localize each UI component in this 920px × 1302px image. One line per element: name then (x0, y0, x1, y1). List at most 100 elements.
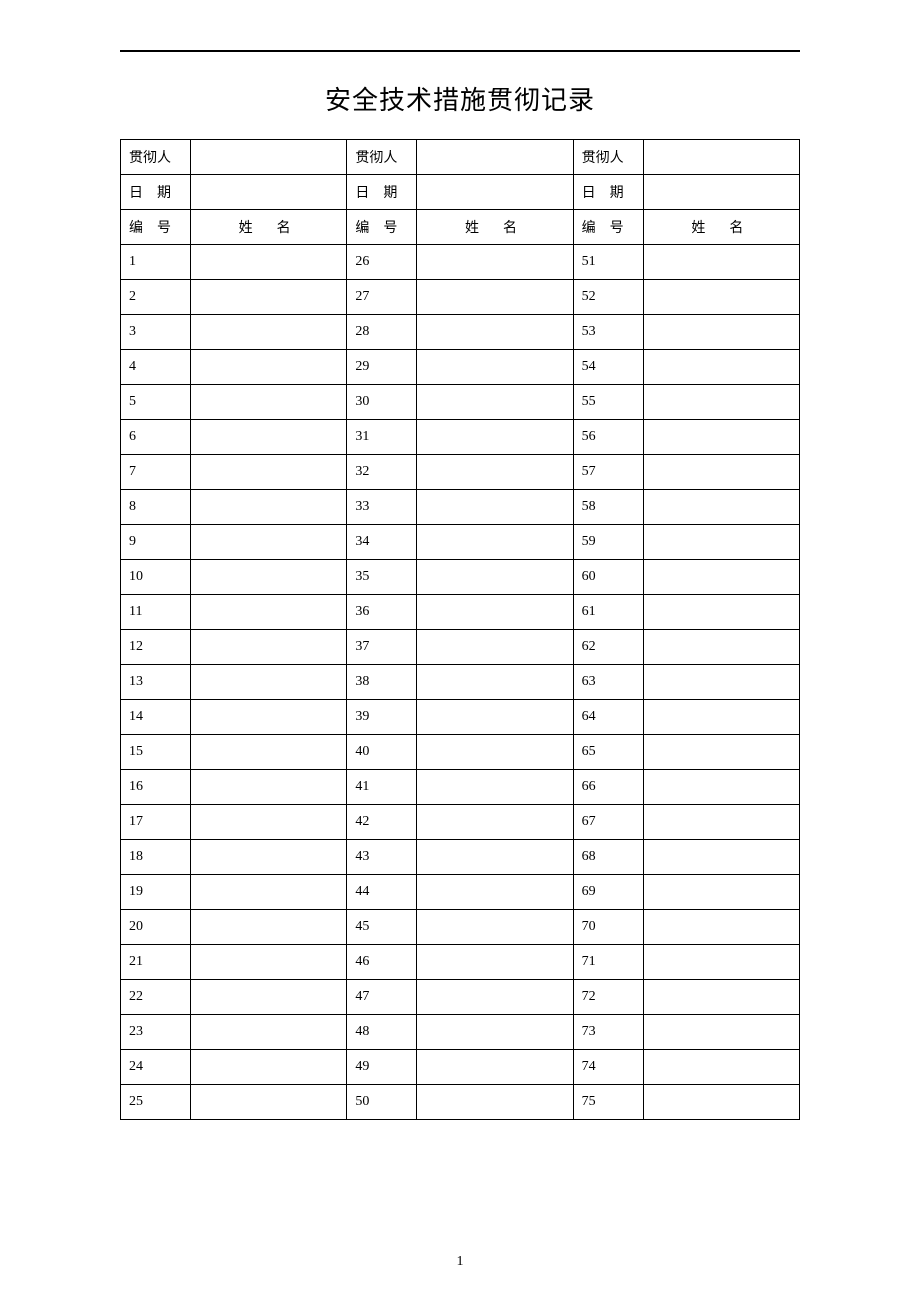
page-number: 1 (0, 1254, 920, 1270)
row-number-cell: 66 (573, 770, 643, 805)
row-number-cell: 1 (121, 245, 191, 280)
row-number-cell: 63 (573, 665, 643, 700)
row-number-cell: 36 (347, 595, 417, 630)
row-number-cell: 50 (347, 1085, 417, 1120)
row-number-cell: 22 (121, 980, 191, 1015)
row-number-cell: 32 (347, 455, 417, 490)
row-name-cell (191, 280, 347, 315)
row-number-cell: 60 (573, 560, 643, 595)
row-name-cell (643, 385, 799, 420)
header-cell-value (191, 175, 347, 210)
row-name-cell (417, 910, 573, 945)
table-row: 224772 (121, 980, 800, 1015)
row-name-cell (417, 630, 573, 665)
table-row: 22752 (121, 280, 800, 315)
row-name-cell (417, 1050, 573, 1085)
row-number-cell: 59 (573, 525, 643, 560)
row-number-cell: 44 (347, 875, 417, 910)
table-row: 184368 (121, 840, 800, 875)
row-name-cell (191, 910, 347, 945)
table-row: 7 32 57 (121, 455, 800, 490)
table-row: 123762 (121, 630, 800, 665)
table-header-row: 日 期日 期日 期 (121, 175, 800, 210)
row-number-cell: 25 (121, 1085, 191, 1120)
row-number-cell: 20 (121, 910, 191, 945)
row-number-cell: 10 (121, 560, 191, 595)
row-number-cell: 57 (573, 455, 643, 490)
table-header-row: 贯彻人贯彻人贯彻人 (121, 140, 800, 175)
header-cell-label: 编 号 (347, 210, 417, 245)
document-page: 安全技术措施贯彻记录 贯彻人贯彻人贯彻人日 期日 期日 期编 号姓名编 号姓名编… (0, 0, 920, 1160)
row-number-cell: 9 (121, 525, 191, 560)
row-name-cell (643, 245, 799, 280)
row-number-cell: 24 (121, 1050, 191, 1085)
row-number-cell: 11 (121, 595, 191, 630)
table-row: 244974 (121, 1050, 800, 1085)
row-name-cell (417, 315, 573, 350)
row-number-cell: 16 (121, 770, 191, 805)
row-number-cell: 14 (121, 700, 191, 735)
row-number-cell: 12 (121, 630, 191, 665)
row-name-cell (191, 840, 347, 875)
table-row: 9 34 59 (121, 525, 800, 560)
table-row: 174267 (121, 805, 800, 840)
row-name-cell (191, 665, 347, 700)
table-row: 53055 (121, 385, 800, 420)
header-cell-value (417, 175, 573, 210)
row-number-cell: 62 (573, 630, 643, 665)
header-cell-label: 日 期 (347, 175, 417, 210)
row-name-cell (643, 910, 799, 945)
row-number-cell: 2 (121, 280, 191, 315)
row-name-cell (191, 1050, 347, 1085)
row-number-cell: 45 (347, 910, 417, 945)
row-number-cell: 29 (347, 350, 417, 385)
row-name-cell (191, 735, 347, 770)
row-name-cell (417, 420, 573, 455)
header-cell-value (417, 140, 573, 175)
table-row: 63156 (121, 420, 800, 455)
row-name-cell (643, 455, 799, 490)
row-name-cell (643, 350, 799, 385)
row-number-cell: 40 (347, 735, 417, 770)
row-name-cell (643, 280, 799, 315)
row-number-cell: 61 (573, 595, 643, 630)
row-number-cell: 47 (347, 980, 417, 1015)
row-number-cell: 26 (347, 245, 417, 280)
header-cell-value: 姓名 (191, 210, 347, 245)
row-number-cell: 58 (573, 490, 643, 525)
row-number-cell: 7 (121, 455, 191, 490)
row-name-cell (191, 630, 347, 665)
row-number-cell: 28 (347, 315, 417, 350)
row-name-cell (191, 525, 347, 560)
row-name-cell (417, 770, 573, 805)
row-number-cell: 69 (573, 875, 643, 910)
row-name-cell (191, 385, 347, 420)
row-name-cell (643, 1015, 799, 1050)
row-name-cell (643, 945, 799, 980)
row-number-cell: 48 (347, 1015, 417, 1050)
row-number-cell: 43 (347, 840, 417, 875)
row-name-cell (643, 560, 799, 595)
row-number-cell: 39 (347, 700, 417, 735)
row-name-cell (191, 315, 347, 350)
table-row: 204570 (121, 910, 800, 945)
row-name-cell (643, 665, 799, 700)
row-name-cell (417, 455, 573, 490)
row-number-cell: 41 (347, 770, 417, 805)
row-name-cell (643, 700, 799, 735)
row-name-cell (191, 490, 347, 525)
page-title: 安全技术措施贯彻记录 (120, 80, 800, 117)
row-number-cell: 42 (347, 805, 417, 840)
row-number-cell: 23 (121, 1015, 191, 1050)
row-name-cell (643, 875, 799, 910)
row-name-cell (643, 1050, 799, 1085)
table-row: 19 44 69 (121, 875, 800, 910)
row-name-cell (417, 700, 573, 735)
row-number-cell: 19 (121, 875, 191, 910)
header-cell-label: 贯彻人 (573, 140, 643, 175)
table-row: 11 36 61 (121, 595, 800, 630)
row-name-cell (643, 770, 799, 805)
header-cell-value (643, 175, 799, 210)
row-number-cell: 49 (347, 1050, 417, 1085)
row-number-cell: 34 (347, 525, 417, 560)
